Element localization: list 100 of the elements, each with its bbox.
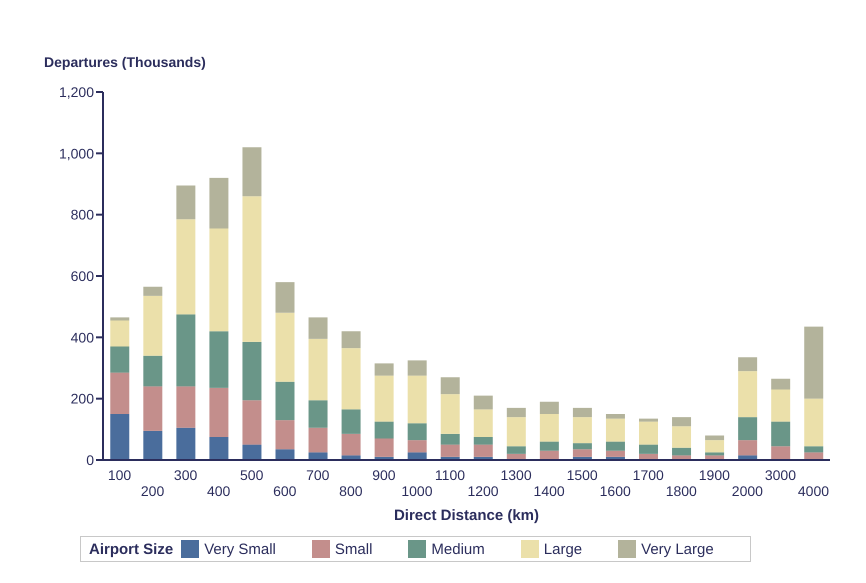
bar xyxy=(606,450,625,457)
bar xyxy=(506,408,526,418)
y-axis-title: Departures (Thousands) xyxy=(44,54,206,70)
bar xyxy=(374,363,394,376)
x-tick-label: 100 xyxy=(108,467,132,483)
x-tick-label: 700 xyxy=(306,467,330,483)
x-tick-label: 200 xyxy=(140,483,164,499)
x-tick-label: 1700 xyxy=(632,467,664,483)
x-tick-label: 1100 xyxy=(434,467,466,483)
bar xyxy=(771,378,790,390)
legend-label: Medium xyxy=(431,540,485,558)
bar xyxy=(275,282,294,313)
bar xyxy=(176,186,196,220)
bar xyxy=(506,417,526,446)
x-tick-label: 1900 xyxy=(698,467,730,483)
x-tick-label: 800 xyxy=(339,483,363,499)
bar xyxy=(638,444,658,454)
bar xyxy=(308,338,328,400)
bar xyxy=(176,219,196,314)
bar xyxy=(308,428,328,452)
bar xyxy=(374,422,394,439)
y-tick-label: 200 xyxy=(70,390,94,407)
legend-label: Very Small xyxy=(204,540,276,558)
x-tick-label: 1000 xyxy=(401,483,433,499)
bar xyxy=(474,444,493,457)
bar xyxy=(705,452,724,456)
bar xyxy=(540,442,559,451)
bar xyxy=(308,400,328,428)
x-tick-label: 400 xyxy=(206,483,231,499)
bar xyxy=(110,346,130,373)
bar xyxy=(606,414,625,419)
bar xyxy=(440,377,460,394)
y-tick-label: 600 xyxy=(70,268,94,284)
bar xyxy=(143,356,162,386)
bar xyxy=(705,440,724,452)
bar xyxy=(638,418,658,422)
bar xyxy=(408,376,427,424)
x-tick-label: 1800 xyxy=(666,483,698,499)
bar xyxy=(275,312,294,382)
bar xyxy=(110,414,130,460)
y-tick-label: 400 xyxy=(70,329,94,346)
x-tick-label: 1200 xyxy=(467,483,499,499)
bar xyxy=(771,389,790,422)
y-tick-label: 800 xyxy=(70,206,94,223)
x-axis-title: Direct Distance (km) xyxy=(394,507,540,524)
bar xyxy=(506,446,526,454)
bar xyxy=(738,371,758,418)
x-tick-label: 4000 xyxy=(798,483,830,499)
bar xyxy=(143,296,162,356)
legend-label: Small xyxy=(334,540,372,558)
bar xyxy=(209,178,228,228)
bar xyxy=(738,440,758,456)
bar xyxy=(176,314,196,386)
x-tick-label: 3000 xyxy=(764,467,796,483)
bar xyxy=(143,386,162,431)
bar xyxy=(672,417,692,426)
bar xyxy=(176,428,196,460)
bar xyxy=(606,442,625,451)
bar xyxy=(738,357,758,372)
bar xyxy=(275,420,294,450)
bar xyxy=(804,326,824,399)
bar xyxy=(342,434,361,456)
bar xyxy=(474,437,493,445)
bar xyxy=(275,382,294,420)
bar xyxy=(804,398,824,446)
x-tick-label: 1300 xyxy=(500,467,532,483)
bar xyxy=(408,423,427,440)
x-tick-label: 300 xyxy=(174,467,198,483)
bar xyxy=(572,417,592,444)
x-tick-label: 1600 xyxy=(600,483,631,499)
bar xyxy=(110,317,130,320)
bar xyxy=(342,348,361,410)
bar xyxy=(572,443,592,450)
bar xyxy=(242,342,262,400)
bar xyxy=(209,228,228,332)
bar xyxy=(440,394,460,434)
bar xyxy=(474,409,493,437)
bar xyxy=(440,444,460,457)
bar xyxy=(540,414,559,442)
bar xyxy=(110,372,130,414)
bar xyxy=(242,444,262,460)
bar xyxy=(771,446,790,460)
y-tick-label: 0 xyxy=(86,452,94,468)
bar xyxy=(342,409,361,434)
x-tick-label: 2000 xyxy=(732,483,764,499)
legend-label: Large xyxy=(544,540,582,558)
bar xyxy=(408,360,427,376)
bar xyxy=(209,331,228,388)
bar xyxy=(540,402,559,414)
bar xyxy=(705,435,724,440)
bar xyxy=(342,331,361,348)
bar xyxy=(374,438,394,457)
bar xyxy=(440,434,460,445)
bar xyxy=(638,422,658,445)
bar xyxy=(474,396,493,410)
bar xyxy=(176,386,196,428)
bar xyxy=(804,446,824,452)
bar xyxy=(606,418,625,442)
x-tick-label: 500 xyxy=(240,467,264,483)
bar xyxy=(242,196,262,342)
